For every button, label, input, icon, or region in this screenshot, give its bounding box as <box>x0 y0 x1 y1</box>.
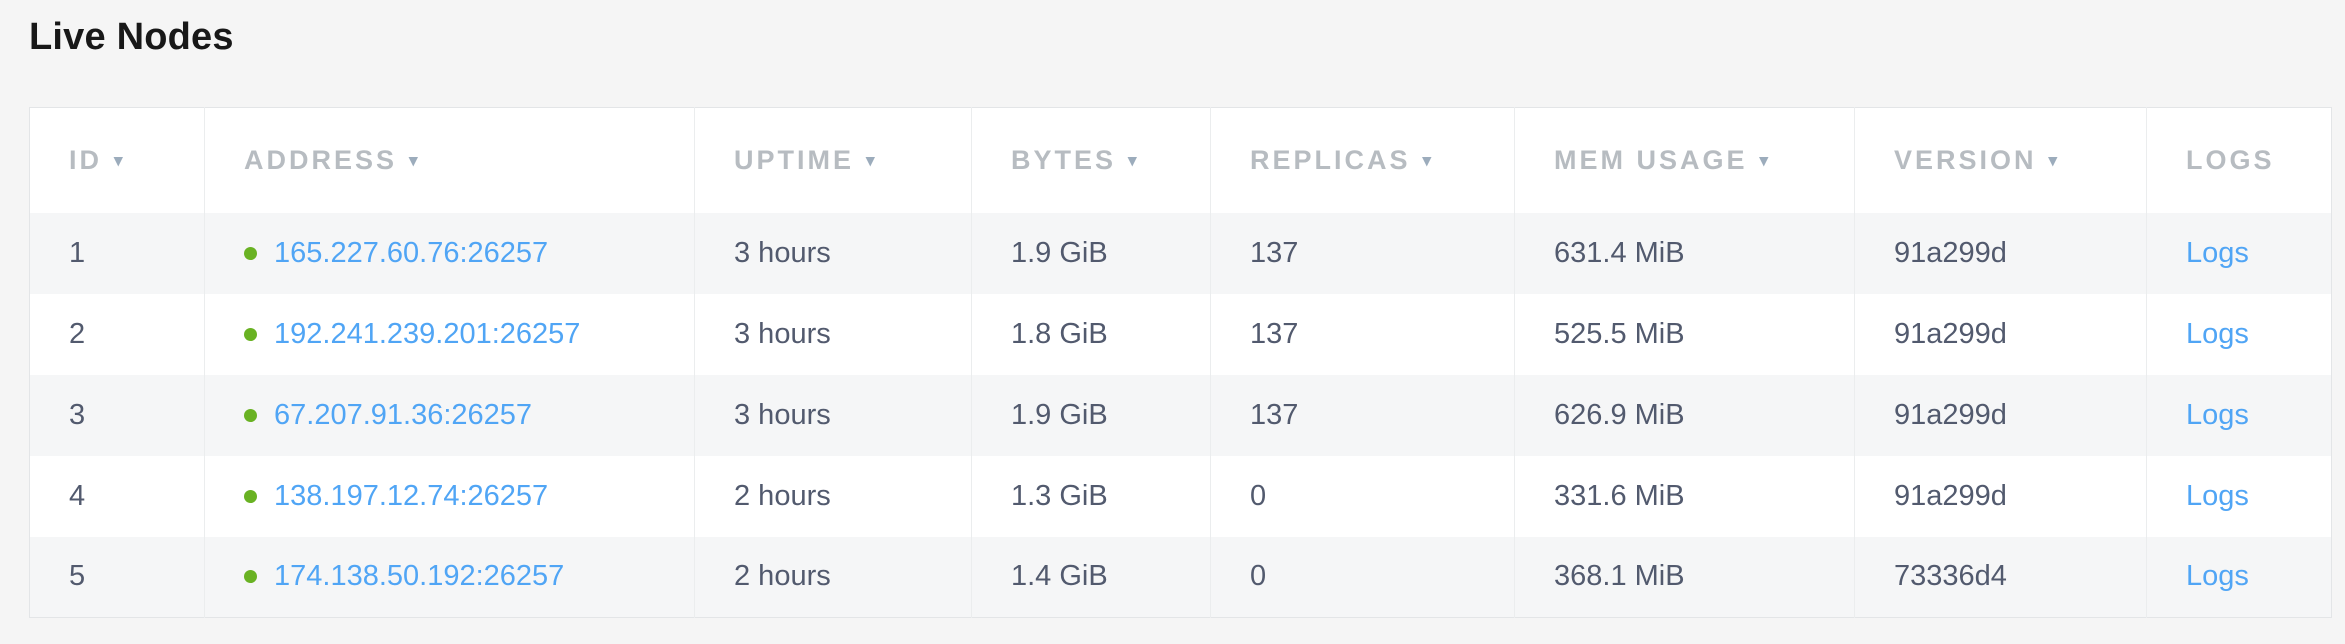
node-id-cell: 3 <box>29 374 205 456</box>
node-live-status-icon <box>244 327 257 341</box>
node-logs-cell: Logs <box>2147 375 2332 456</box>
column-header-bytes[interactable]: BYTES ▾ <box>971 107 1211 213</box>
node-live-status-icon <box>244 246 257 260</box>
node-mem-usage-cell: 368.1 MiB <box>1514 536 1855 618</box>
node-address-cell: 165.227.60.76:26257 <box>204 212 695 294</box>
sort-arrow-icon: ▾ <box>1422 150 1432 170</box>
table-row: 3 67.207.91.36:26257 3 hours 1.9 GiB 137… <box>29 374 2332 456</box>
column-header-version[interactable]: VERSION ▾ <box>1854 107 2147 213</box>
node-version-cell: 91a299d <box>1854 374 2147 456</box>
node-id-cell: 4 <box>29 455 205 537</box>
column-header-address-label: ADDRESS <box>244 144 398 175</box>
node-logs-cell: Logs <box>2147 213 2332 294</box>
node-bytes-cell: 1.3 GiB <box>971 455 1211 537</box>
sort-arrow-icon: ▾ <box>1128 150 1137 170</box>
column-header-mem-usage-label: MEM USAGE <box>1554 144 1748 175</box>
sort-arrow-icon: ▾ <box>409 150 418 170</box>
node-uptime-cell: 3 hours <box>694 212 972 294</box>
node-address-link[interactable]: 67.207.91.36:26257 <box>274 398 533 431</box>
column-header-version-label: VERSION <box>1894 144 2037 175</box>
column-header-id[interactable]: ID ▾ <box>29 107 205 213</box>
live-nodes-table: ID ▾ ADDRESS ▾ UPTIME ▾ BYTES ▾ REPLICAS ▾ ME… <box>29 107 2332 618</box>
node-uptime-cell: 3 hours <box>694 374 972 456</box>
node-version-cell: 91a299d <box>1854 212 2147 294</box>
node-logs-cell: Logs <box>2147 456 2332 537</box>
node-bytes-cell: 1.4 GiB <box>971 536 1211 618</box>
node-address-link[interactable]: 165.227.60.76:26257 <box>274 236 549 269</box>
table-header-row: ID ▾ ADDRESS ▾ UPTIME ▾ BYTES ▾ REPLICAS ▾ ME… <box>29 107 2332 213</box>
node-id-cell: 5 <box>29 536 205 618</box>
table-row: 5 174.138.50.192:26257 2 hours 1.4 GiB 0… <box>29 536 2332 618</box>
node-mem-usage-cell: 626.9 MiB <box>1514 374 1855 456</box>
sort-arrow-icon: ▾ <box>866 150 875 170</box>
table-header: ID ▾ ADDRESS ▾ UPTIME ▾ BYTES ▾ REPLICAS ▾ ME… <box>29 107 2332 213</box>
node-version-cell: 91a299d <box>1854 455 2147 537</box>
node-id-cell: 2 <box>29 293 205 375</box>
logs-link[interactable]: Logs <box>2186 560 2249 593</box>
logs-link[interactable]: Logs <box>2186 479 2249 512</box>
table-row: 1 165.227.60.76:26257 3 hours 1.9 GiB 13… <box>29 212 2332 294</box>
column-header-id-label: ID <box>69 144 102 175</box>
node-live-status-icon <box>244 570 257 584</box>
node-address-link[interactable]: 138.197.12.74:26257 <box>274 479 549 512</box>
node-live-status-icon <box>244 408 257 422</box>
node-replicas-cell: 137 <box>1210 374 1515 456</box>
node-address-cell: 174.138.50.192:26257 <box>204 536 695 618</box>
live-nodes-page: Live Nodes ID ▾ ADDRESS ▾ UPTIME ▾ BYTES ▾ <box>29 16 2332 618</box>
node-uptime-cell: 2 hours <box>694 455 972 537</box>
table-row: 2 192.241.239.201:26257 3 hours 1.8 GiB … <box>29 293 2332 375</box>
table-body: 1 165.227.60.76:26257 3 hours 1.9 GiB 13… <box>29 212 2332 618</box>
node-id-cell: 1 <box>29 212 205 294</box>
node-bytes-cell: 1.8 GiB <box>971 293 1211 375</box>
sort-arrow-icon: ▾ <box>114 150 123 170</box>
node-uptime-cell: 2 hours <box>694 536 972 618</box>
column-header-logs-label: LOGS <box>2186 144 2275 175</box>
node-address-cell: 192.241.239.201:26257 <box>204 293 695 375</box>
node-replicas-cell: 137 <box>1210 212 1515 294</box>
logs-link[interactable]: Logs <box>2186 398 2249 431</box>
node-uptime-cell: 3 hours <box>694 293 972 375</box>
column-header-bytes-label: BYTES <box>1011 144 1117 175</box>
node-live-status-icon <box>244 489 257 503</box>
node-bytes-cell: 1.9 GiB <box>971 212 1211 294</box>
column-header-uptime[interactable]: UPTIME ▾ <box>694 107 972 213</box>
table-row: 4 138.197.12.74:26257 2 hours 1.3 GiB 0 … <box>29 455 2332 537</box>
column-header-replicas-label: REPLICAS <box>1250 144 1411 175</box>
column-header-logs: LOGS <box>2147 108 2332 213</box>
node-address-link[interactable]: 192.241.239.201:26257 <box>274 317 581 350</box>
node-mem-usage-cell: 331.6 MiB <box>1514 455 1855 537</box>
node-bytes-cell: 1.9 GiB <box>971 374 1211 456</box>
node-version-cell: 91a299d <box>1854 293 2147 375</box>
node-address-cell: 67.207.91.36:26257 <box>204 374 695 456</box>
node-version-cell: 73336d4 <box>1854 536 2147 618</box>
logs-link[interactable]: Logs <box>2186 317 2249 350</box>
logs-link[interactable]: Logs <box>2186 236 2249 269</box>
node-logs-cell: Logs <box>2147 294 2332 375</box>
node-mem-usage-cell: 525.5 MiB <box>1514 293 1855 375</box>
node-address-link[interactable]: 174.138.50.192:26257 <box>274 560 565 593</box>
column-header-uptime-label: UPTIME <box>734 144 855 175</box>
node-replicas-cell: 0 <box>1210 455 1515 537</box>
sort-arrow-icon: ▾ <box>1759 150 1769 170</box>
node-mem-usage-cell: 631.4 MiB <box>1514 212 1855 294</box>
column-header-mem-usage[interactable]: MEM USAGE ▾ <box>1514 107 1855 213</box>
column-header-replicas[interactable]: REPLICAS ▾ <box>1210 107 1515 213</box>
node-address-cell: 138.197.12.74:26257 <box>204 455 695 537</box>
sort-arrow-icon: ▾ <box>2048 150 2058 170</box>
column-header-address[interactable]: ADDRESS ▾ <box>204 107 695 213</box>
node-replicas-cell: 137 <box>1210 293 1515 375</box>
node-replicas-cell: 0 <box>1210 536 1515 618</box>
page-title: Live Nodes <box>29 16 234 58</box>
node-logs-cell: Logs <box>2147 537 2332 618</box>
